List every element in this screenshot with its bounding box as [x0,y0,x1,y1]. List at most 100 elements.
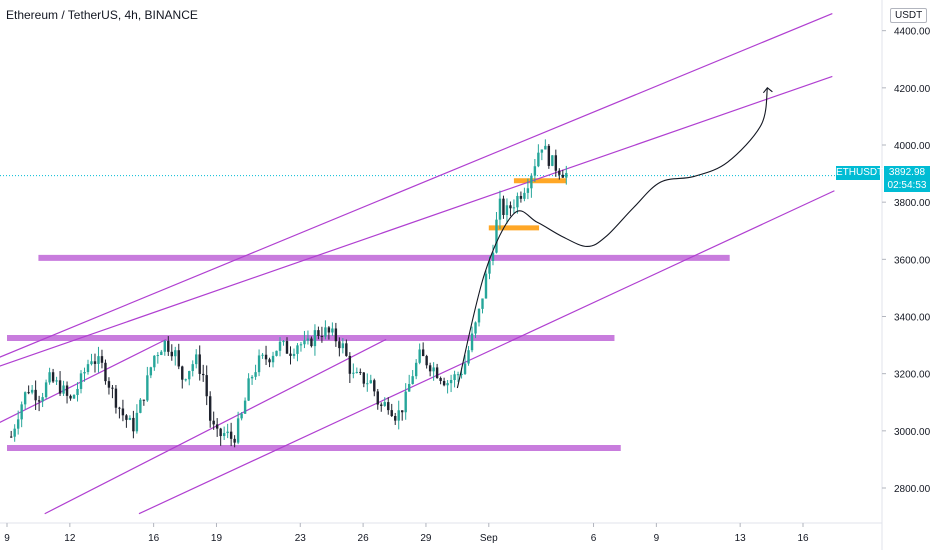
x-tick-label: 13 [735,533,747,544]
y-tick-label: 3000.00 [894,427,931,438]
candle-up [62,385,65,394]
candle-up [86,364,90,373]
candle-down [547,145,551,166]
candle-up [313,330,317,347]
candle-up [254,372,257,377]
candle-up [526,188,530,193]
candle-down [442,380,446,386]
candle-up [191,364,194,372]
candle-up [146,375,149,401]
candle-down [561,174,565,178]
candle-up [352,372,355,374]
candle-down [327,327,331,333]
candle-up [76,388,79,396]
trendline[interactable] [44,338,387,515]
trendline[interactable] [0,75,833,368]
candle-down [348,355,352,374]
candle-up [72,395,76,399]
trendlines [0,12,835,515]
candle-down [373,380,376,392]
candle-up [418,349,421,363]
candle-up [240,413,243,419]
candle-up [299,344,303,346]
candle-down [289,353,292,356]
symbol-badge: ETHUSDT [836,166,884,180]
candle-down [100,356,104,363]
candle-down [93,361,97,364]
candle-down [142,399,146,401]
candle-up [20,404,23,420]
candle-up [261,354,264,356]
candle-up [83,372,86,374]
candle-down [380,404,383,406]
candle-down [439,378,442,381]
x-tick-label: 19 [211,533,223,544]
candle-up [414,362,418,377]
candle-down [208,396,212,421]
candle-down [212,420,215,425]
candle-down [428,365,432,372]
x-tick-label: 26 [358,533,370,544]
candle-up [491,252,495,261]
candle-down [425,356,428,366]
candle-up [156,355,160,357]
candle-up [407,383,411,392]
candle-up [243,400,247,414]
candle-down [519,195,523,199]
candle-up [523,192,526,199]
candle-up [195,354,198,365]
candle-up [48,372,51,383]
candle-down [132,417,135,432]
candle-up [516,195,519,208]
chart-title: Ethereum / TetherUS, 4h, BINANCE [6,8,198,22]
candle-down [58,380,62,394]
candle-up [540,149,544,153]
candle-down [362,372,366,384]
candle-up [446,383,449,386]
candle-up [505,205,509,216]
candle-up [530,175,533,189]
candle-up [460,373,463,375]
candle-down [104,362,107,382]
candle-up [544,145,547,150]
candle-up [383,402,386,406]
y-tick-label: 4000.00 [894,141,931,152]
currency-selector[interactable]: USDT [890,8,928,23]
candle-down [202,373,205,376]
projection-arrowhead [762,87,773,94]
candle-up [16,419,20,429]
candle-up [463,363,467,374]
trendline[interactable] [138,190,835,515]
candle-up [13,428,16,437]
candle-up [453,374,456,381]
candle-down [118,407,121,409]
candle-up [470,333,474,351]
candle-down [285,341,289,354]
candle-up [477,308,481,323]
candle-up [250,376,254,379]
candle-up [149,367,153,376]
candle-up [184,379,187,381]
candle-up [153,355,156,368]
trendline[interactable] [0,12,833,360]
candle-up [222,433,226,437]
candle-up [456,374,460,376]
candle-down [114,388,118,408]
candle-up [278,341,282,351]
candle-up [498,198,502,220]
candle-down [37,400,41,402]
candle-up [355,371,359,373]
x-tick-label: 9 [4,533,10,544]
projection-curve[interactable] [456,87,768,389]
candle-up [474,322,477,334]
candle-up [481,298,484,309]
candle-up [411,376,414,384]
candle-up [467,350,470,364]
candles [9,139,568,448]
candle-down [387,402,390,411]
x-tick-label: 12 [64,533,76,544]
candle-up [324,327,327,337]
candle-down [170,351,173,357]
candle-down [181,366,184,380]
